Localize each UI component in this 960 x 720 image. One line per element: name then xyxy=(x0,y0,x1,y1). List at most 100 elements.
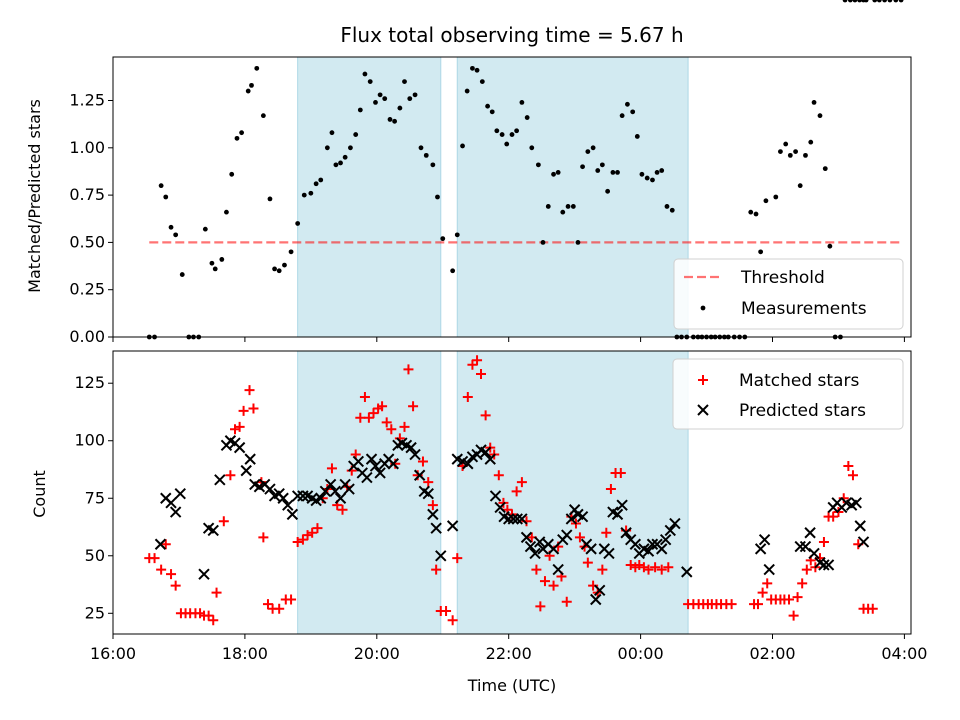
predicted-star-point xyxy=(435,550,447,562)
measurement-point xyxy=(239,130,245,136)
x-tick-label: 00:00 xyxy=(618,644,664,663)
matched-star-point xyxy=(561,596,572,607)
measurement-point xyxy=(630,109,636,115)
measurement-point xyxy=(485,103,490,109)
predicted-star-point xyxy=(585,543,597,555)
measurement-point xyxy=(605,188,611,194)
predicted-star-point xyxy=(207,524,219,537)
predicted-star-point xyxy=(547,543,560,555)
measurement-point xyxy=(245,88,251,94)
matched-star-point xyxy=(363,412,374,423)
matched-star-point xyxy=(511,486,522,497)
measurement-point xyxy=(173,232,179,238)
measurement-point xyxy=(295,221,301,226)
measurement-point xyxy=(669,207,675,213)
matched-star-point xyxy=(244,385,255,396)
predicted-star-point xyxy=(174,487,186,500)
measurement-point xyxy=(524,115,530,120)
predicted-star-point xyxy=(369,460,382,472)
y-tick-label: 25 xyxy=(85,603,105,622)
matched-star-point xyxy=(828,511,839,522)
predicted-star-point xyxy=(794,540,806,553)
matched-star-point xyxy=(403,364,414,375)
predicted-star-point xyxy=(427,508,439,521)
measurement-point xyxy=(545,204,551,209)
predicted-star-point xyxy=(620,527,632,539)
predicted-star-point xyxy=(374,467,386,479)
legend-threshold-label: Threshold xyxy=(740,268,825,288)
measurement-point xyxy=(817,113,823,119)
matched-star-point xyxy=(359,392,370,403)
measurement-point xyxy=(519,100,525,105)
matched-star-point xyxy=(160,539,171,550)
predicted-star-point xyxy=(286,508,299,521)
predicted-star-point xyxy=(240,464,252,477)
measurement-point xyxy=(224,209,229,215)
matched-star-point xyxy=(208,615,219,626)
measurement-point xyxy=(460,143,465,149)
predicted-star-point xyxy=(511,513,523,525)
matched-star-point xyxy=(462,392,473,403)
axes-frame xyxy=(112,350,912,635)
observing-window-band xyxy=(456,56,689,338)
predicted-star-point xyxy=(576,510,589,523)
predicted-star-point xyxy=(646,538,659,550)
legend-predicted-label: Predicted stars xyxy=(739,401,866,421)
measurement-point xyxy=(664,204,670,209)
predicted-star-point xyxy=(154,538,167,550)
measurement-point xyxy=(179,272,185,277)
matched-star-point xyxy=(149,553,160,564)
measurement-point xyxy=(313,181,319,187)
measurement-point xyxy=(362,71,368,77)
matched-star-point xyxy=(292,536,303,547)
predicted-star-point xyxy=(334,492,347,504)
measurement-point xyxy=(329,130,335,136)
matched-star-point xyxy=(368,408,379,419)
matched-star-point xyxy=(605,484,616,495)
top-y-axis-label: Matched/Predicted stars xyxy=(25,99,44,293)
predicted-star-point xyxy=(808,547,820,560)
matched-star-point xyxy=(467,359,478,370)
measurement-point xyxy=(387,117,393,122)
predicted-star-point xyxy=(669,517,681,530)
measurement-point xyxy=(887,0,893,3)
predicted-star-point xyxy=(763,563,775,576)
measurement-point xyxy=(276,268,282,274)
predicted-star-point xyxy=(565,513,578,525)
predicted-star-point xyxy=(169,506,182,518)
predicted-star-point xyxy=(422,487,434,500)
measurement-point xyxy=(470,65,475,71)
measurement-point xyxy=(625,101,630,107)
measurement-point xyxy=(382,96,388,102)
predicted-star-point xyxy=(405,441,417,454)
matched-star-point xyxy=(218,516,229,527)
observing-window-band xyxy=(456,350,689,635)
predicted-star-point xyxy=(659,533,672,546)
predicted-star-point xyxy=(409,448,421,461)
measurement-point xyxy=(595,168,601,173)
matched-star-point xyxy=(476,369,487,380)
predicted-star-point xyxy=(361,471,373,484)
observing-window-band xyxy=(297,56,442,338)
matched-star-point xyxy=(847,470,858,481)
measurement-point xyxy=(654,170,660,175)
matched-star-point xyxy=(535,601,546,612)
matched-star-point xyxy=(441,605,452,616)
matched-star-point xyxy=(286,594,297,605)
measurement-point xyxy=(585,149,591,154)
y-tick-label: 0.75 xyxy=(69,185,105,204)
y-tick-label: 1.00 xyxy=(69,138,105,157)
measurement-point xyxy=(377,92,383,98)
matched-star-point xyxy=(726,599,737,610)
matched-star-point xyxy=(211,587,222,598)
predicted-star-point xyxy=(233,441,246,454)
matched-star-point xyxy=(788,610,799,621)
predicted-star-point xyxy=(664,524,676,537)
measurement-point xyxy=(650,177,655,183)
y-tick-label: 75 xyxy=(85,488,105,507)
measurement-point xyxy=(898,0,904,3)
matched-star-point xyxy=(203,610,214,621)
matched-star-point xyxy=(843,461,854,472)
x-tick-label: 16:00 xyxy=(90,644,136,663)
